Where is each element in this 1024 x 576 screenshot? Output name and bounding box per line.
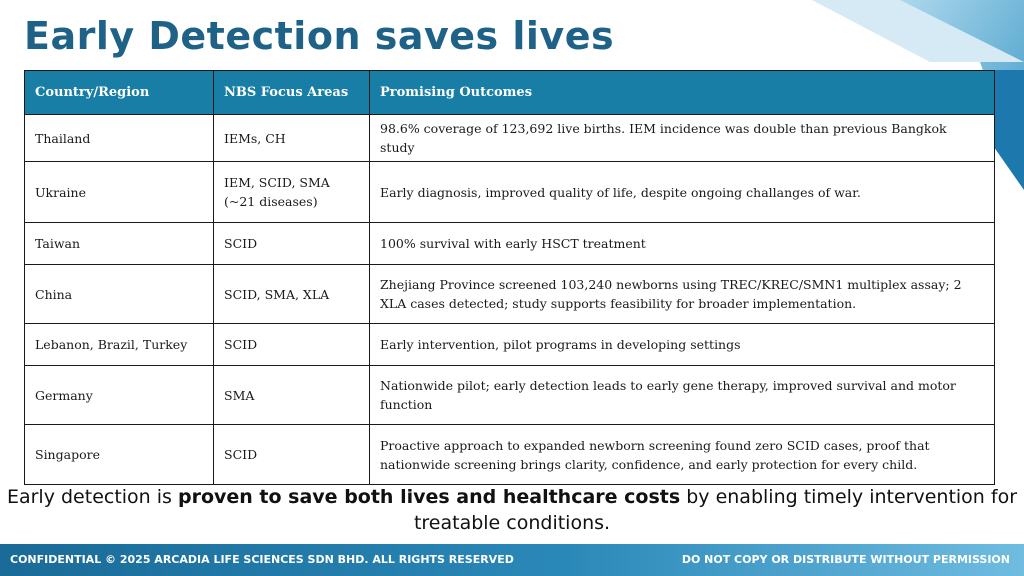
summary-text-end: by enabling timely intervention for trea…	[413, 486, 1018, 534]
table-row: Lebanon, Brazil, Turkey SCID Early inter…	[24, 323, 995, 366]
distribution-notice: DO NOT COPY OR DISTRIBUTE WITHOUT PERMIS…	[681, 553, 1010, 566]
focus-cell: IEM, SCID, SMA (~21 diseases)	[213, 161, 370, 223]
column-header-country: Country/Region	[24, 70, 214, 115]
focus-cell: SCID	[213, 222, 370, 265]
focus-cell: SCID	[213, 323, 370, 366]
summary-text-start: Early detection is	[6, 486, 178, 508]
outcome-cell: Zhejiang Province screened 103,240 newbo…	[369, 264, 995, 324]
outcome-cell: 98.6% coverage of 123,692 live births. I…	[369, 114, 995, 162]
table-row: Taiwan SCID 100% survival with early HSC…	[24, 222, 995, 265]
table-row: Singapore SCID Proactive approach to exp…	[24, 424, 995, 485]
country-cell: Thailand	[24, 114, 214, 162]
country-cell: Taiwan	[24, 222, 214, 265]
copyright-notice: CONFIDENTIAL © 2025 ARCADIA LIFE SCIENCE…	[10, 553, 514, 566]
summary-statement: Early detection is proven to save both l…	[0, 484, 1024, 536]
country-cell: Lebanon, Brazil, Turkey	[24, 323, 214, 366]
page-title: Early Detection saves lives	[24, 14, 615, 58]
outcome-cell: Early diagnosis, improved quality of lif…	[369, 161, 995, 223]
outcomes-table: Country/Region NBS Focus Areas Promising…	[24, 70, 995, 485]
column-header-outcomes: Promising Outcomes	[369, 70, 995, 115]
country-cell: Singapore	[24, 424, 214, 485]
focus-cell: SCID	[213, 424, 370, 485]
focus-cell: SMA	[213, 365, 370, 425]
outcome-cell: 100% survival with early HSCT treatment	[369, 222, 995, 265]
column-header-focus: NBS Focus Areas	[213, 70, 370, 115]
footer-bar: CONFIDENTIAL © 2025 ARCADIA LIFE SCIENCE…	[0, 544, 1024, 576]
table-header-row: Country/Region NBS Focus Areas Promising…	[24, 70, 995, 115]
outcome-cell: Nationwide pilot; early detection leads …	[369, 365, 995, 425]
outcome-cell: Early intervention, pilot programs in de…	[369, 323, 995, 366]
table-row: Germany SMA Nationwide pilot; early dete…	[24, 365, 995, 425]
country-cell: Ukraine	[24, 161, 214, 223]
outcome-cell: Proactive approach to expanded newborn s…	[369, 424, 995, 485]
country-cell: China	[24, 264, 214, 324]
country-cell: Germany	[24, 365, 214, 425]
table-row: Ukraine IEM, SCID, SMA (~21 diseases) Ea…	[24, 161, 995, 223]
table-row: Thailand IEMs, CH 98.6% coverage of 123,…	[24, 114, 995, 162]
focus-cell: IEMs, CH	[213, 114, 370, 162]
summary-emphasis: proven to save both lives and healthcare…	[177, 486, 681, 508]
table-row: China SCID, SMA, XLA Zhejiang Province s…	[24, 264, 995, 324]
decor-light-shape	[812, 0, 1024, 62]
focus-cell: SCID, SMA, XLA	[213, 264, 370, 324]
